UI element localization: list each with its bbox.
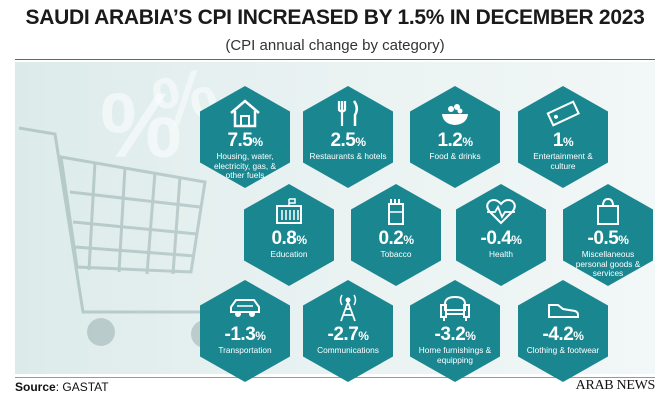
category-hexagon: 1% Entertainment & culture bbox=[518, 86, 608, 188]
category-label: Tobacco bbox=[380, 249, 412, 259]
value-number: -0.5 bbox=[587, 228, 619, 249]
brand-logo: ARAB NEWS bbox=[575, 378, 656, 393]
shopping-bag-icon bbox=[597, 197, 619, 225]
page-title: SAUDI ARABIA’S CPI INCREASED BY 1.5% IN … bbox=[25, 6, 645, 29]
title-divider bbox=[15, 59, 655, 60]
category-label: Home furnishings & equipping bbox=[418, 345, 492, 365]
value-number: 0.2 bbox=[378, 228, 404, 249]
value-unit: % bbox=[562, 135, 574, 149]
category-value: -2.7% bbox=[303, 324, 393, 346]
category-value: 1% bbox=[518, 130, 608, 152]
ticket-icon bbox=[546, 100, 580, 127]
category-label: Transportation bbox=[218, 345, 272, 355]
value-number: -0.4 bbox=[480, 228, 512, 249]
value-unit: % bbox=[465, 329, 476, 343]
source-note: Source: GASTAT bbox=[15, 380, 109, 394]
value-unit: % bbox=[462, 135, 473, 149]
value-number: 1.2 bbox=[437, 130, 463, 151]
svg-text:%: % bbox=[100, 75, 182, 177]
category-label: Entertainment & culture bbox=[533, 151, 593, 171]
heartbeat-icon bbox=[486, 199, 516, 225]
category-value: -3.2% bbox=[410, 324, 500, 346]
category-label: Food & drinks bbox=[429, 151, 481, 161]
source-label: Source bbox=[15, 380, 56, 394]
value-number: 2.5 bbox=[330, 130, 356, 151]
car-icon bbox=[230, 299, 260, 317]
category-value: 0.8% bbox=[244, 228, 334, 250]
value-number: -3.2 bbox=[434, 324, 466, 345]
category-value: 7.5% bbox=[200, 130, 290, 152]
category-hexagon: -0.4% Health bbox=[456, 184, 546, 286]
shoe-icon bbox=[548, 304, 579, 318]
value-unit: % bbox=[511, 233, 522, 247]
category-label: Restaurants & hotels bbox=[309, 151, 387, 161]
category-hexagon: -0.5% Miscellaneous personal goods & serv… bbox=[563, 184, 653, 286]
category-value: -0.4% bbox=[456, 228, 546, 250]
category-label: Miscellaneous personal goods & services bbox=[575, 249, 641, 278]
category-value: 0.2% bbox=[351, 228, 441, 250]
value-number: -1.3 bbox=[224, 324, 256, 345]
category-label: Housing, water, electricity, gas, & othe… bbox=[213, 151, 277, 180]
value-unit: % bbox=[296, 233, 307, 247]
value-unit: % bbox=[573, 329, 584, 343]
category-hexagon: 1.2% Food & drinks bbox=[410, 86, 500, 188]
category-hexagon: -4.2% Clothing & footwear bbox=[518, 280, 608, 382]
source-value: : GASTAT bbox=[55, 380, 109, 394]
value-number: 0.8 bbox=[271, 228, 297, 249]
footer-divider bbox=[15, 377, 655, 378]
category-label: Communications bbox=[317, 345, 379, 355]
antenna-icon bbox=[339, 294, 357, 322]
cutlery-icon bbox=[337, 100, 358, 126]
house-icon bbox=[230, 99, 260, 128]
school-icon bbox=[276, 198, 302, 224]
armchair-icon bbox=[440, 295, 470, 321]
category-label: Health bbox=[489, 249, 513, 259]
cigarette-pack-icon bbox=[388, 199, 404, 225]
category-hexagon: 0.2% Tobacco bbox=[351, 184, 441, 286]
value-unit: % bbox=[355, 135, 366, 149]
category-hexagon: -3.2% Home furnishings & equipping bbox=[410, 280, 500, 382]
category-value: 1.2% bbox=[410, 130, 500, 152]
value-number: -2.7 bbox=[327, 324, 359, 345]
category-value: 2.5% bbox=[303, 130, 393, 152]
category-hexagon: 2.5% Restaurants & hotels bbox=[303, 86, 393, 188]
value-number: 7.5 bbox=[227, 130, 253, 151]
category-value: -0.5% bbox=[563, 228, 653, 250]
category-hexagon: -1.3% Transportation bbox=[200, 280, 290, 382]
category-hexagon: -2.7% Communications bbox=[303, 280, 393, 382]
value-number: -4.2 bbox=[542, 324, 574, 345]
value-unit: % bbox=[255, 329, 266, 343]
category-label: Education bbox=[270, 249, 308, 259]
food-bowl-icon bbox=[442, 104, 468, 125]
category-hexagon: 0.8% Education bbox=[244, 184, 334, 286]
value-unit: % bbox=[252, 135, 263, 149]
page-subtitle: (CPI annual change by category) bbox=[225, 37, 445, 54]
value-unit: % bbox=[403, 233, 414, 247]
category-hexagon: 7.5% Housing, water, electricity, gas, & … bbox=[200, 86, 290, 188]
category-label: Clothing & footwear bbox=[526, 345, 600, 355]
category-value: -1.3% bbox=[200, 324, 290, 346]
category-value: -4.2% bbox=[518, 324, 608, 346]
value-unit: % bbox=[618, 233, 629, 247]
value-unit: % bbox=[358, 329, 369, 343]
value-number: 1 bbox=[552, 130, 564, 151]
